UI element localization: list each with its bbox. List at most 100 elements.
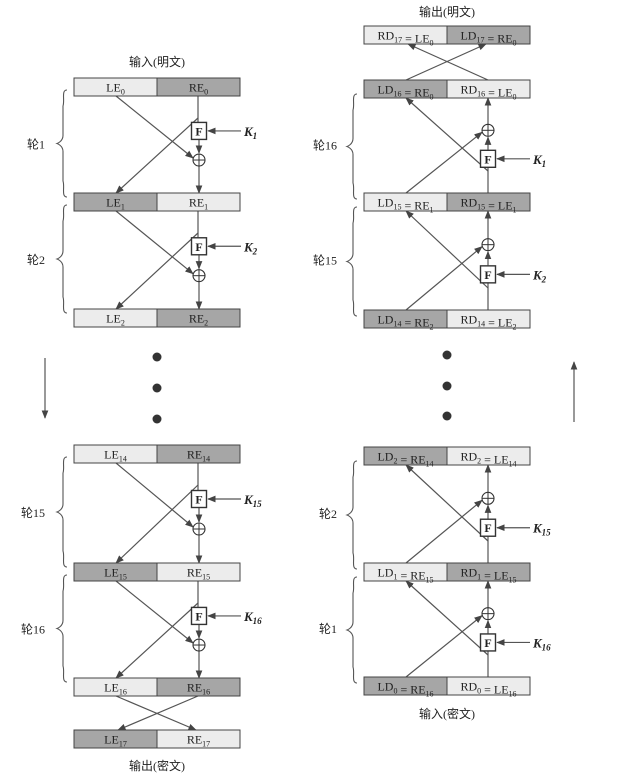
dec-round-1-f-box [479,265,497,284]
enc-input-label: 输入(明文) [129,54,185,69]
enc-ellipsis-dot-0 [152,352,162,362]
dec-row-3-right-label: RD14 = LE2 [460,313,516,332]
block-boxes [73,25,531,749]
dec-l-to-xor-2 [405,499,483,564]
enc-brace-0 [55,89,68,198]
dec-row-4-left-label: LD2 = RE14 [377,450,433,469]
enc-round-3-f-box [190,606,208,626]
dec-round-label-1: 轮15 [313,254,337,268]
enc-round-label-3: 轮16 [21,623,45,637]
dec-round-1-f-label: F [484,268,491,282]
enc-round-1-f-label: F [195,240,202,254]
dec-row-0-left-label: RD17 = LE0 [377,29,433,48]
enc-key-label-3: K16 [243,609,262,626]
dec-row-2-left-label: LD15 = RE1 [377,196,433,215]
enc-row-1-right-label: RE1 [189,196,208,212]
dec-r-to-l-3 [405,580,489,656]
enc-row-3-right-box [156,444,241,464]
dec-key-label-3: K16 [532,635,551,652]
dec-key-label-2: K15 [532,521,551,538]
enc-r-to-l-3 [115,602,199,679]
dec-row-3-right-box [446,309,531,329]
enc-ellipsis-dot-2 [152,414,162,424]
dec-output-label: 输出(明文) [419,4,475,19]
enc-row-0-right-box [156,77,241,97]
enc-round-2-f-box [190,489,208,509]
dec-row-1-right-box [446,79,531,99]
enc-row-2-right-label: RE2 [189,312,208,328]
enc-r-to-l-1 [115,232,199,310]
enc-brace-3 [55,574,68,683]
enc-row-6-right-box [156,729,241,749]
dec-row-6-right-box [446,676,531,696]
dec-ellipsis-dot-0 [442,350,452,360]
dec-row-4-right-label: RD2 = LE14 [460,450,516,469]
enc-key-label-2: K15 [243,492,262,509]
enc-l-to-xor-3 [115,580,194,644]
enc-round-2-f-label: F [195,493,202,507]
dec-brace-3 [345,576,358,684]
enc-key-label-0: K1 [243,124,257,141]
enc-output-label: 输出(密文) [129,758,185,773]
enc-round-label-2: 轮15 [21,506,45,520]
dec-row-6-right-label: RD0 = LE16 [460,680,516,699]
enc-l-to-xor-2 [115,462,194,528]
dec-row-5-right-label: RD1 = LE15 [460,566,516,585]
dec-ellipsis-dot-1 [442,381,452,391]
enc-ellipsis-dot-1 [152,383,162,393]
enc-row-6-left-label: LE17 [104,733,127,749]
enc-round-0-f-box [190,121,208,141]
enc-row-0-right-label: RE0 [189,81,208,97]
enc-row-4-left-label: LE15 [104,566,127,582]
dec-row-2-right-label: RD15 = LE1 [460,196,516,215]
dec-row-2-right-box [446,192,531,212]
dec-row-3-left-label: LD14 = RE2 [377,313,433,332]
enc-row-5-right-label: RE16 [187,681,210,697]
dec-l-to-xor-1 [405,246,483,311]
enc-row-1-left-label: LE1 [106,196,125,212]
enc-round-1-f-box [190,237,208,256]
dec-round-label-2: 轮2 [319,507,337,521]
enc-row-3-left-label: LE14 [104,448,127,464]
dec-row-0-right-box [446,25,531,45]
enc-row-2-right-box [156,308,241,328]
enc-round-3-f-label: F [195,609,202,623]
dec-row-5-right-box [446,562,531,582]
dec-row-6-left-label: LD0 = RE16 [377,680,433,699]
enc-key-label-1: K2 [243,239,258,256]
enc-l-to-xor-0 [115,95,194,159]
dec-ellipsis-dot-2 [442,411,452,421]
dec-row-1-right-label: RD16 = LE0 [460,83,516,102]
dec-key-label-0: K1 [532,152,546,169]
enc-row-1-right-box [156,192,241,212]
dec-round-label-0: 轮16 [313,139,337,153]
enc-round-0-f-label: F [195,124,202,138]
dec-r-to-l-2 [405,464,489,542]
enc-row-4-right-label: RE15 [187,566,210,582]
dec-row-1-left-label: LD16 = RE0 [377,83,433,102]
dec-swap-l [405,43,487,81]
connector-lines [41,43,578,731]
dec-brace-0 [345,93,358,200]
enc-row-5-right-box [156,677,241,697]
enc-r-to-l-0 [115,117,199,194]
dec-key-label-1: K2 [532,267,547,284]
enc-round-label-0: 轮1 [27,138,45,152]
dec-brace-2 [345,460,358,570]
dec-input-label: 输入(密文) [419,706,475,721]
enc-row-2-left-label: LE2 [106,312,125,328]
dec-round-0-f-label: F [484,152,491,166]
dec-l-to-xor-3 [405,615,483,678]
enc-brace-2 [55,456,68,568]
enc-round-label-1: 轮2 [27,253,45,267]
dec-round-3-f-box [479,633,497,652]
enc-row-6-right-label: RE17 [187,733,210,749]
dec-round-2-f-box [479,518,497,537]
dec-r-to-l-0 [405,97,489,172]
dec-row-5-left-label: LD1 = RE15 [377,566,433,585]
enc-row-0-left-label: LE0 [106,81,125,97]
dec-round-label-3: 轮1 [319,622,337,636]
dec-round-2-f-label: F [484,521,491,535]
enc-swap-r [117,695,199,731]
